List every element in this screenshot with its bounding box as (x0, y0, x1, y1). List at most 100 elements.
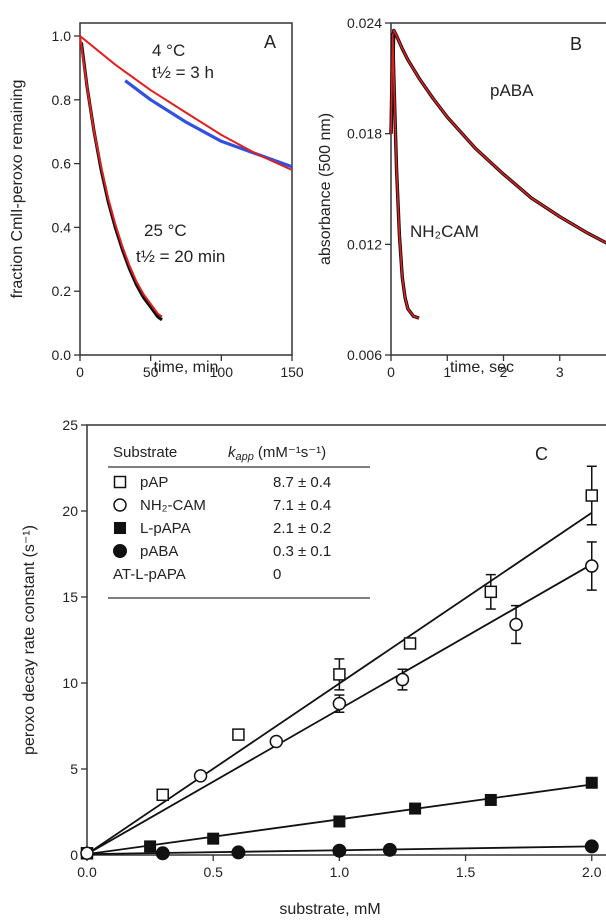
panel-a-series-0-data (124, 79, 293, 169)
legend-header-substrate: Substrate (113, 444, 177, 461)
panel-b-ytick-label: 0.018 (347, 126, 382, 142)
legend-marker-0 (113, 475, 127, 489)
panel-a-xtick-label: 150 (280, 364, 304, 380)
legend-marker-2 (114, 522, 126, 534)
panel-c-point-2 (333, 815, 346, 828)
panel-b-frame (390, 22, 606, 356)
panel-c-point-3 (231, 845, 246, 860)
panel-c-point-2 (144, 840, 157, 853)
panel-c-xtick-label: 1.5 (456, 864, 476, 880)
legend-header-units: (mM⁻¹s⁻¹) (258, 444, 326, 461)
legend-name-2: L-pAPA (140, 520, 191, 537)
panel-a-ytick-label: 1.0 (52, 28, 72, 44)
panel-a-ylabel: fraction CmlI-peroxo remaining (9, 80, 26, 299)
panel-b-xtick-label: 2 (500, 364, 508, 380)
panel-a-xtick-label: 100 (210, 364, 234, 380)
panel-c-point-0 (403, 637, 417, 650)
panel-a-annotation-4c-temp: 4 °C (152, 41, 185, 60)
legend-marker-1 (113, 498, 127, 512)
panel-c-point-0 (484, 585, 498, 599)
panel-a-annotation-4c-half: t½ = 3 h (152, 63, 214, 82)
panel-a-xtick-label: 50 (143, 364, 159, 380)
panel-c-ytick-label: 0 (70, 847, 78, 863)
legend-kapp-4: 0 (273, 566, 281, 583)
panel-b-xlabel: time, sec (450, 359, 514, 376)
panel-c-ytick-label: 25 (62, 417, 78, 433)
panel-c-xtick-label: 2.0 (582, 864, 602, 880)
panel-c-point-2 (484, 793, 497, 806)
panel-a-ytick-label: 0.2 (52, 283, 72, 299)
panel-a-label: A (264, 32, 276, 52)
panel-a-ytick-label: 0.0 (52, 347, 72, 363)
panel-a-frame (79, 22, 293, 356)
panel-c-xlabel: substrate, mM (279, 901, 380, 918)
panel-b-ytick-label: 0.012 (347, 236, 382, 252)
panel-b-label: B (570, 34, 582, 54)
panel-b-series-fit-1 (390, 33, 420, 319)
panel-c-point-2 (207, 832, 220, 845)
panel-a-xtick-label: 0 (76, 364, 84, 380)
panel-c-frame (86, 424, 606, 856)
panel-b-series-label-nh2cam: NH₂CAM (410, 222, 479, 241)
legend-rows: pAP 8.7 ± 0.4 NH₂-CAM 7.1 ± 0.4 L-pAPA 2.1 ± … (113, 474, 331, 583)
panel-c: 0.0 0.5 1.0 1.5 2.0 0 5 10 15 20 25 C substrate, m… (21, 417, 606, 918)
legend-kapp-0: 8.7 ± 0.4 (273, 474, 331, 491)
panel-a-ticks: 0 50 100 150 0.0 0.2 0.4 0.6 0.8 1.0 (52, 28, 304, 380)
panel-a-annotation-25c-half: t½ = 20 min (136, 247, 225, 266)
panel-c-xtick-label: 0.5 (203, 864, 223, 880)
panel-c-point-1 (269, 734, 284, 749)
panel-c-point-0 (333, 668, 346, 681)
panel-c-point-3 (155, 846, 170, 861)
panel-c-point-0 (156, 788, 169, 802)
panel-c-point-1 (80, 846, 94, 861)
legend-name-1: NH₂-CAM (140, 497, 206, 514)
panel-c-series (80, 465, 599, 861)
panel-c-point-1 (332, 696, 347, 711)
panel-a-xlabel: time, min (154, 359, 219, 376)
panel-c-point-1 (509, 617, 523, 632)
panel-c-ytick-label: 20 (62, 503, 78, 519)
panel-c-point-1 (395, 672, 410, 687)
legend-kapp-1: 7.1 ± 0.4 (273, 497, 331, 514)
legend-name-4: AT-L-pAPA (113, 566, 186, 583)
panel-a-series-2-fit (79, 35, 293, 171)
panel-a-series-3-fit (79, 35, 163, 318)
panel-b-ytick-label: 0.006 (347, 347, 382, 363)
legend-name-0: pAP (140, 474, 168, 491)
panel-c-legend: Substrate kapp (mM⁻¹s⁻¹) pAP 8.7 ± 0.4 NH₂-… (108, 444, 370, 599)
panel-b-xtick-label: 0 (387, 364, 395, 380)
panel-a-annotation-25c-temp: 25 °C (144, 221, 187, 240)
panel-c-point-1 (193, 769, 208, 783)
panel-b-ylabel: absorbance (500 nm) (317, 113, 334, 265)
panel-c-point-3 (332, 843, 347, 858)
panel-a-ytick-label: 0.8 (52, 92, 72, 108)
legend-kapp-3: 0.3 ± 0.1 (273, 543, 331, 560)
panel-a-ytick-label: 0.6 (52, 156, 72, 172)
panel-a: 0 50 100 150 0.0 0.2 0.4 0.6 0.8 1.0 A 4 °C t½ = … (9, 22, 304, 380)
legend-marker-3 (113, 544, 127, 558)
panel-c-ylabel: peroxo decay rate constant (s⁻¹) (21, 525, 38, 755)
panel-c-point-3 (584, 839, 599, 854)
panel-b-xtick-label: 3 (556, 364, 564, 380)
panel-c-xtick-label: 1.0 (330, 864, 350, 880)
panel-b-series-label-paba: pABA (490, 81, 534, 100)
panel-c-xtick-label: 0.0 (77, 864, 97, 880)
panel-a-series-1-data (79, 42, 163, 322)
panel-c-ytick-label: 15 (62, 589, 78, 605)
panel-b-series-fit-0 (390, 29, 606, 244)
legend-header-k-sub: app (236, 451, 254, 463)
panel-c-point-2 (409, 802, 422, 815)
panel-c-point-0 (585, 489, 599, 502)
panel-b-series-data-0 (389, 28, 606, 245)
panel-b-series (389, 28, 606, 320)
legend-name-3: pABA (140, 543, 178, 560)
panel-c-label: C (535, 444, 548, 464)
panel-b-ytick-label: 0.024 (347, 15, 382, 31)
legend-header-kapp: kapp (mM⁻¹s⁻¹) (228, 444, 326, 463)
panel-c-point-0 (232, 728, 245, 741)
panel-b-xtick-label: 1 (443, 364, 451, 380)
panel-c-point-2 (585, 776, 598, 789)
panel-c-point-3 (382, 842, 397, 857)
